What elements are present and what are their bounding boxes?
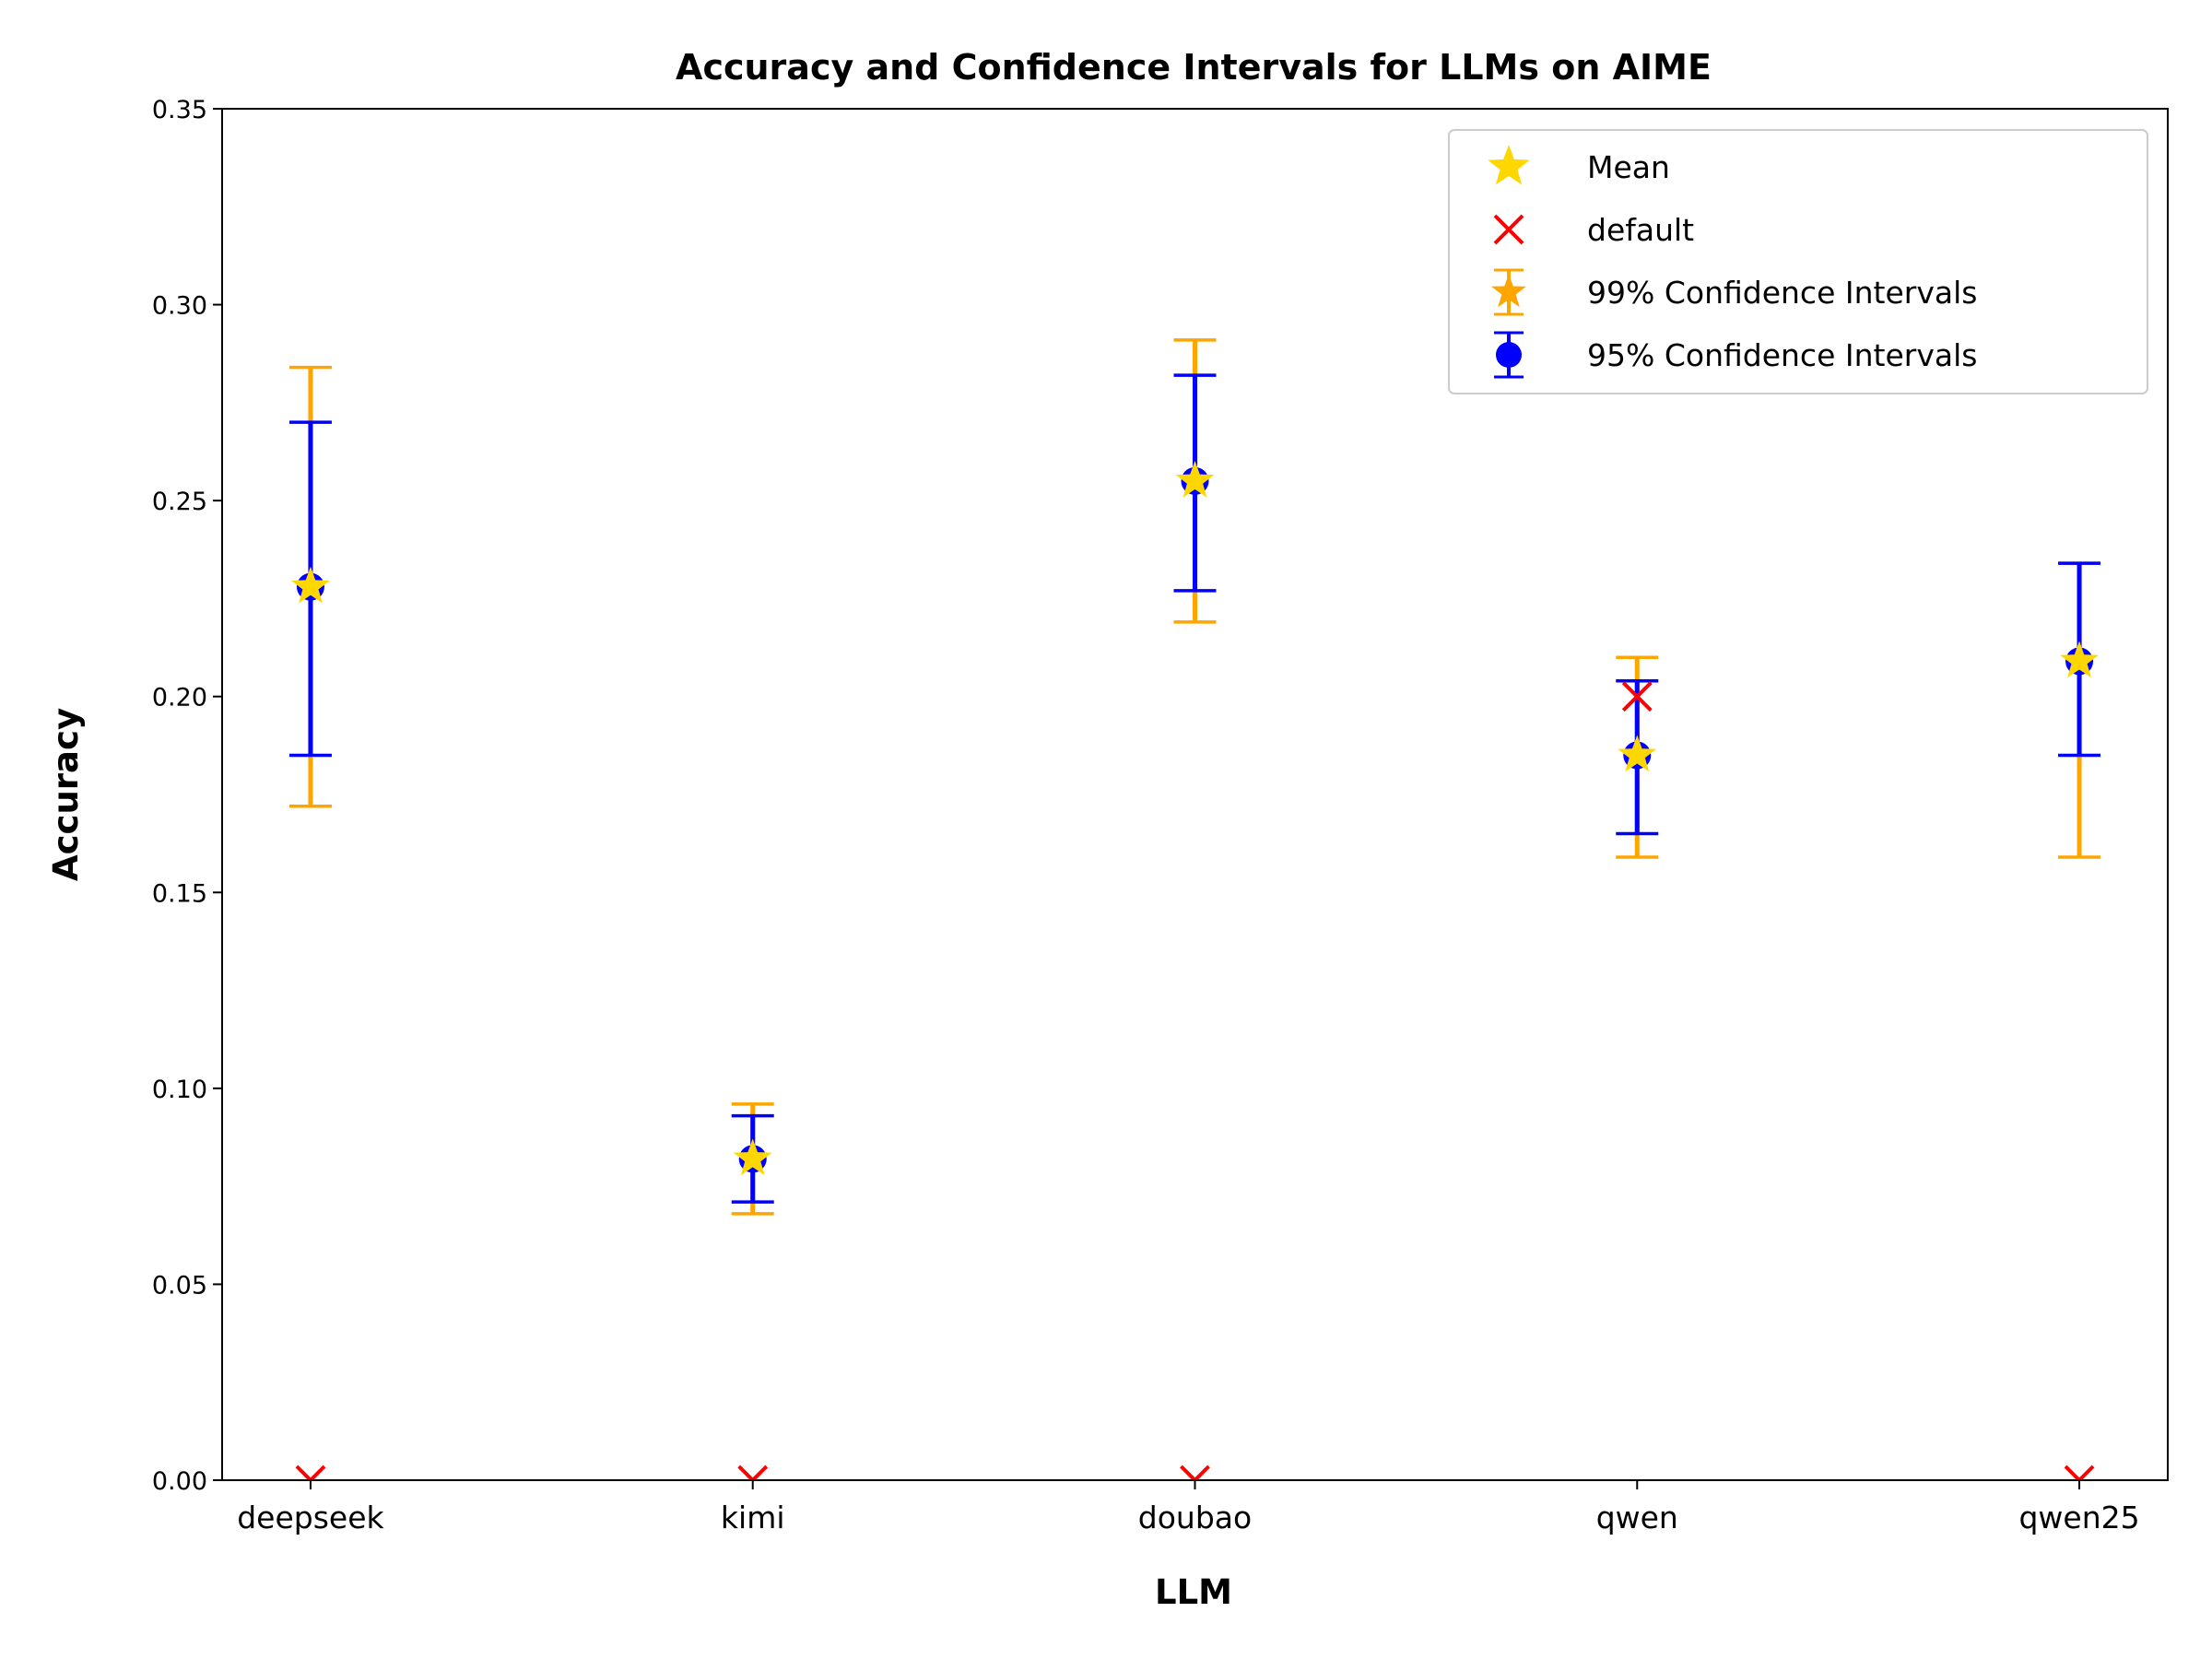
legend-label: 95% Confidence Intervals: [1587, 337, 1977, 373]
legend-label: 99% Confidence Intervals: [1587, 275, 1977, 311]
legend: Mean default 99% Confidence Intervals 95% C…: [1448, 129, 2148, 394]
y-tick-label: 0.15: [152, 879, 207, 908]
chart-title: Accuracy and Confidence Intervals for LL…: [676, 47, 1712, 88]
mean-star: [1175, 460, 1215, 498]
x-tick-label: doubao: [1138, 1500, 1252, 1535]
y-tick-label: 0.30: [152, 292, 207, 321]
mean-star: [1618, 735, 1657, 772]
default-marker: [2064, 1465, 2095, 1480]
mean-star: [291, 566, 330, 604]
default-marker: [737, 1465, 769, 1480]
legend-label: Mean: [1587, 149, 1670, 185]
default-marker: [1180, 1465, 1210, 1480]
x-tick-label: deepseek: [237, 1500, 384, 1535]
axes: 0.00 0.05 0.10 0.15 0.20 0.25 0.30 0.35 deepseek…: [152, 96, 2169, 1535]
legend-label: default: [1587, 212, 1694, 248]
x-tick-label: qwen25: [2018, 1500, 2139, 1535]
plot-area: [288, 338, 2101, 1480]
x-tick-label: qwen: [1596, 1500, 1678, 1535]
mean-star: [2060, 641, 2099, 678]
x-tick-label: kimi: [721, 1500, 785, 1535]
y-axis-label: Accuracy: [46, 708, 86, 881]
legend-box: [1448, 129, 2148, 394]
y-tick-label: 0.10: [152, 1076, 207, 1104]
y-tick-label: 0.05: [152, 1271, 207, 1300]
legend-ci95-dot: [1496, 342, 1522, 368]
legend-mean-star: [1488, 145, 1530, 185]
y-tick-label: 0.00: [152, 1467, 207, 1496]
legend-default-x: [1493, 214, 1524, 245]
y-tick-label: 0.20: [152, 684, 207, 712]
default-marker: [295, 1465, 326, 1480]
legend-ci99-star: [1491, 274, 1526, 308]
y-tick-label: 0.25: [152, 488, 207, 516]
y-tick-label: 0.35: [152, 96, 207, 124]
x-axis-label: LLM: [1155, 1572, 1232, 1612]
mean-star: [733, 1138, 772, 1176]
default-marker: [1621, 681, 1653, 712]
